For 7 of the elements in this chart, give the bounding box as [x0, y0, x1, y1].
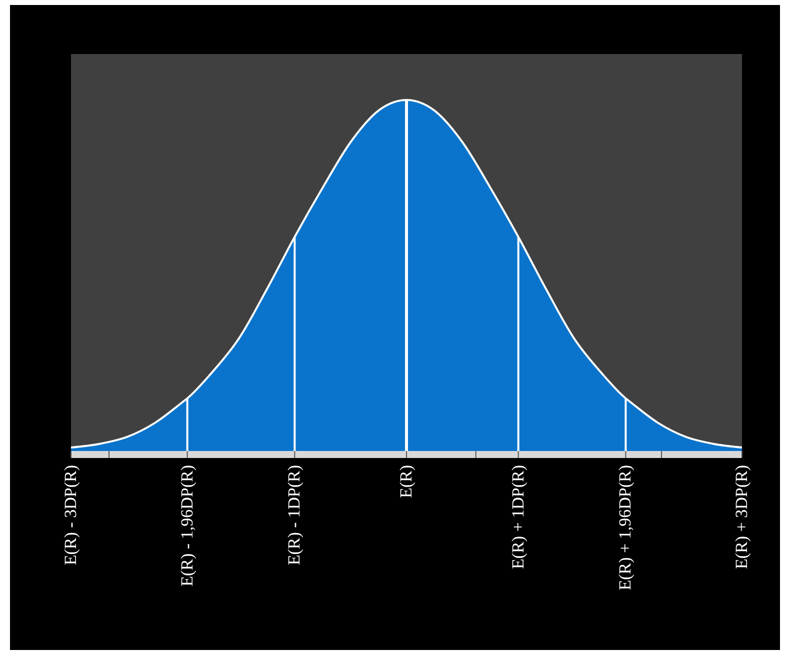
x-tick-label: E(R) + 1,96DP(R) [616, 465, 635, 590]
x-tick-label: E(R) + 1DP(R) [508, 465, 528, 570]
x-tick-label: E(R) - 3DP(R) [61, 465, 80, 566]
x-tick-label: E(R) - 1DP(R) [284, 465, 304, 566]
x-tick-label: E(R) + 3DP(R) [732, 465, 751, 570]
x-tick-label: E(R) - 1,96DP(R) [177, 465, 196, 586]
x-tick-label: E(R) [396, 465, 416, 498]
